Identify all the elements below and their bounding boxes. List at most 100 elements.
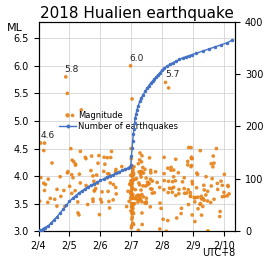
Magnitude: [162, 179, 166, 183]
Magnitude: [131, 211, 135, 216]
Magnitude: [133, 196, 137, 201]
Magnitude: [220, 195, 225, 199]
Magnitude: [186, 159, 190, 164]
Magnitude: [92, 189, 96, 193]
Magnitude: [182, 186, 186, 191]
Magnitude: [38, 199, 42, 203]
Magnitude: [147, 181, 151, 185]
Magnitude: [94, 173, 99, 177]
Magnitude: [134, 177, 138, 181]
Magnitude: [202, 198, 206, 202]
Magnitude: [46, 177, 50, 181]
Magnitude: [139, 169, 143, 174]
Magnitude: [172, 168, 176, 172]
Magnitude: [83, 155, 87, 159]
Magnitude: [201, 197, 205, 201]
Magnitude: [188, 190, 193, 195]
Magnitude: [201, 204, 205, 209]
Magnitude: [212, 161, 216, 165]
Number of earthquakes: [105, 176, 108, 179]
Magnitude: [69, 146, 73, 151]
Magnitude: [92, 179, 96, 183]
Magnitude: [135, 197, 139, 201]
Magnitude: [126, 189, 130, 193]
Magnitude: [139, 160, 144, 164]
Magnitude: [70, 173, 74, 177]
Magnitude: [204, 193, 208, 197]
Magnitude: [226, 184, 230, 189]
Magnitude: [66, 170, 70, 174]
Magnitude: [172, 175, 176, 179]
Magnitude: [149, 171, 153, 175]
Magnitude: [220, 183, 225, 188]
Magnitude: [138, 151, 142, 155]
Magnitude: [148, 187, 153, 191]
Magnitude: [130, 205, 134, 209]
Magnitude: [90, 154, 94, 158]
Magnitude: [211, 165, 215, 169]
Magnitude: [130, 192, 135, 196]
Magnitude: [144, 200, 148, 204]
Magnitude: [128, 165, 132, 170]
Magnitude: [131, 169, 135, 173]
Magnitude: [70, 191, 74, 195]
Magnitude: [166, 219, 170, 223]
Magnitude: [182, 191, 187, 195]
Magnitude: [182, 176, 186, 180]
Magnitude: [117, 170, 121, 175]
Magnitude: [144, 201, 148, 205]
Magnitude: [130, 196, 134, 200]
Magnitude: [129, 182, 133, 186]
Magnitude: [222, 172, 226, 176]
Magnitude: [100, 200, 104, 204]
Magnitude: [140, 154, 144, 158]
Magnitude: [134, 176, 139, 181]
Magnitude: [128, 182, 132, 186]
Magnitude: [102, 155, 106, 159]
Magnitude: [185, 191, 189, 195]
Magnitude: [129, 189, 133, 193]
Magnitude: [155, 180, 159, 185]
Magnitude: [129, 182, 133, 186]
Magnitude: [105, 176, 109, 180]
Magnitude: [218, 209, 222, 214]
Magnitude: [169, 186, 174, 191]
Magnitude: [140, 200, 144, 204]
Magnitude: [169, 168, 173, 172]
Magnitude: [129, 224, 134, 228]
Magnitude: [42, 149, 46, 153]
Magnitude: [107, 199, 111, 204]
Magnitude: [199, 197, 204, 201]
Magnitude: [196, 207, 200, 211]
Magnitude: [129, 184, 134, 189]
Magnitude: [131, 203, 135, 208]
Magnitude: [130, 194, 134, 198]
Magnitude: [190, 179, 194, 184]
Magnitude: [62, 188, 66, 193]
Magnitude: [148, 168, 153, 173]
Magnitude: [179, 206, 184, 210]
Magnitude: [136, 198, 141, 202]
Magnitude: [210, 176, 214, 181]
Magnitude: [130, 206, 134, 210]
Magnitude: [199, 213, 204, 217]
Magnitude: [198, 149, 202, 153]
Magnitude: [43, 141, 47, 145]
Magnitude: [147, 156, 152, 160]
Magnitude: [97, 213, 102, 217]
Magnitude: [162, 188, 166, 192]
Magnitude: [106, 171, 110, 176]
Magnitude: [131, 211, 135, 215]
Magnitude: [134, 194, 139, 198]
Magnitude: [130, 215, 134, 219]
Magnitude: [189, 165, 193, 169]
Magnitude: [139, 172, 143, 176]
Magnitude: [131, 203, 135, 207]
Magnitude: [48, 196, 52, 200]
Magnitude: [176, 171, 180, 175]
Magnitude: [193, 196, 197, 200]
Magnitude: [143, 184, 148, 188]
Magnitude: [163, 80, 168, 84]
Magnitude: [140, 171, 144, 175]
Magnitude: [129, 197, 133, 201]
